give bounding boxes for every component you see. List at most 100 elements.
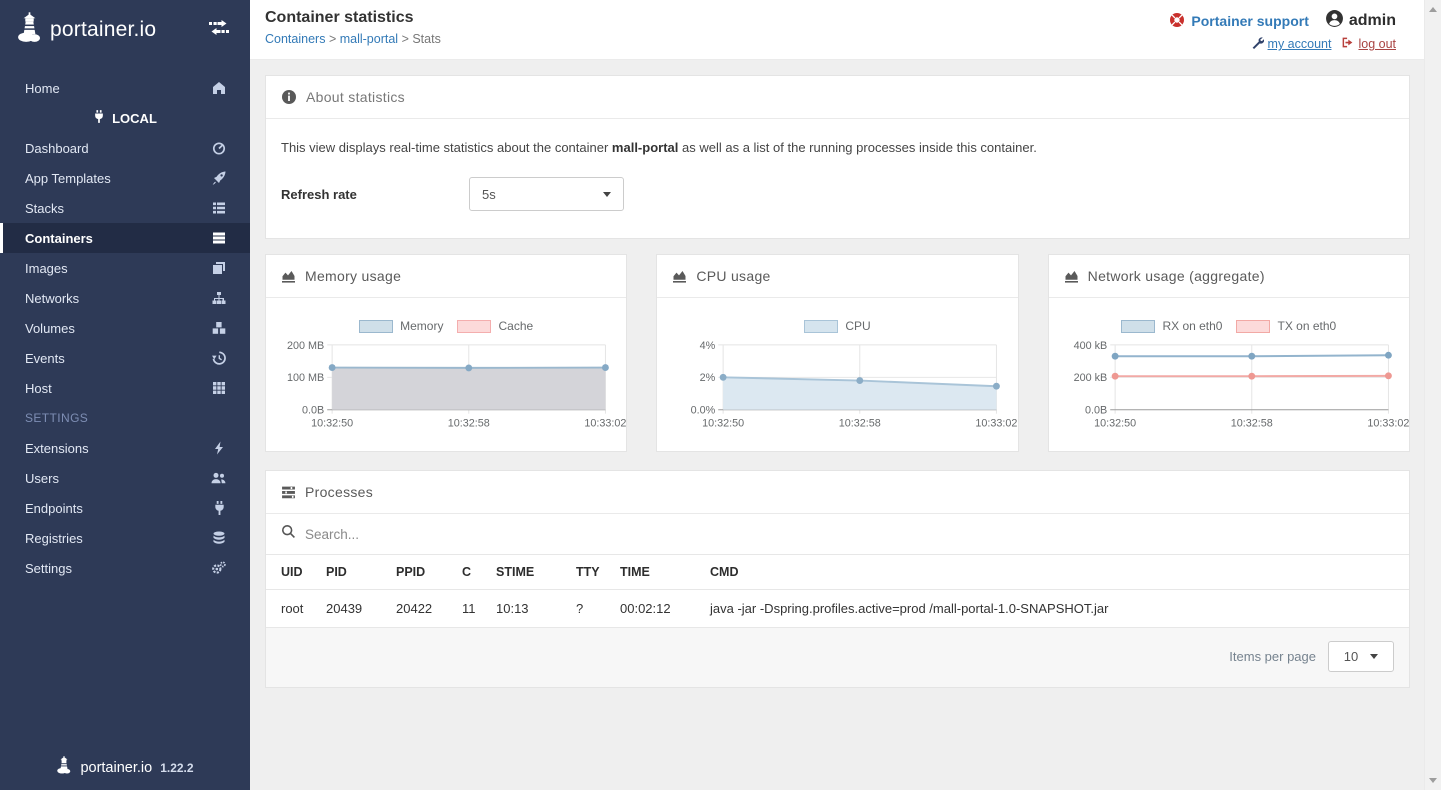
- sidebar-item-label: Host: [25, 380, 52, 396]
- breadcrumb-container-link[interactable]: mall-portal: [339, 32, 399, 46]
- sidebar-item-label: Home: [25, 80, 60, 96]
- svg-text:10:32:50: 10:32:50: [702, 417, 744, 429]
- about-description: This view displays real-time statistics …: [281, 140, 1037, 155]
- sidebar-item-label: Images: [25, 260, 68, 276]
- svg-text:10:32:58: 10:32:58: [839, 417, 881, 429]
- legend-item[interactable]: Cache: [457, 319, 533, 333]
- search-input[interactable]: [305, 526, 1394, 542]
- sidebar-item-images[interactable]: Images: [0, 253, 250, 283]
- sidebar-item-host[interactable]: Host: [0, 373, 250, 403]
- chart-area-icon: [672, 269, 687, 284]
- cell-stime: 10:13: [488, 589, 568, 629]
- breadcrumb-containers-link[interactable]: Containers: [265, 32, 326, 46]
- col-stime: STIME: [488, 554, 568, 591]
- sidebar-item-users[interactable]: Users: [0, 463, 250, 493]
- tachometer-icon: [212, 141, 226, 155]
- col-pid: PID: [318, 554, 388, 591]
- user-area: Portainer support admin my account log o…: [1169, 9, 1396, 59]
- charts-row: Memory usage Memory Cache 10:32:50 10:32:5…: [265, 254, 1410, 453]
- sidebar-item-label: Events: [25, 350, 65, 366]
- chart-area-icon: [281, 269, 296, 284]
- my-account-link[interactable]: my account: [1251, 36, 1332, 52]
- cell-time: 00:02:12: [612, 589, 702, 629]
- refresh-rate-value: 5s: [482, 186, 496, 202]
- network-chart-legend: RX on eth0 TX on eth0: [1064, 319, 1394, 333]
- sidebar-item-registries[interactable]: Registries: [0, 523, 250, 553]
- vertical-scrollbar[interactable]: [1424, 0, 1441, 790]
- portainer-support-link[interactable]: Portainer support: [1169, 12, 1309, 31]
- log-out-link[interactable]: log out: [1341, 36, 1396, 52]
- legend-item[interactable]: TX on eth0: [1236, 319, 1336, 333]
- cogs-icon: [211, 561, 226, 575]
- col-cmd: CMD: [702, 554, 1409, 591]
- scrollbar-up-arrow[interactable]: [1429, 7, 1437, 12]
- user-circle-icon: [1325, 9, 1344, 33]
- sidebar-caption-settings: SETTINGS: [25, 411, 89, 425]
- username: admin: [1348, 12, 1396, 29]
- lighthouse-logo-icon-small: [56, 755, 72, 780]
- legend-item[interactable]: Memory: [359, 319, 443, 333]
- sidebar-item-label: Endpoints: [25, 500, 83, 516]
- container-name: mall-portal: [611, 140, 679, 155]
- sidebar-item-extensions[interactable]: Extensions: [0, 433, 250, 463]
- lighthouse-logo-icon: [16, 11, 43, 49]
- table-footer: Items per page 10: [266, 628, 1409, 688]
- cell-uid: root: [266, 589, 318, 629]
- legend-label: Cache: [498, 319, 534, 333]
- sidebar-item-settings[interactable]: Settings: [0, 553, 250, 583]
- log-out-label: log out: [1358, 37, 1396, 51]
- sidebar-item-dashboard[interactable]: Dashboard: [0, 133, 250, 163]
- svg-text:0.0B: 0.0B: [302, 405, 324, 417]
- svg-text:0.0%: 0.0%: [691, 405, 716, 417]
- tasks-icon: [281, 485, 296, 500]
- sidebar-item-label: Users: [25, 470, 59, 486]
- footer-brand-text: portainer.io: [80, 759, 153, 776]
- page-title: Container statistics: [265, 9, 414, 26]
- about-panel-title: About statistics: [306, 89, 405, 105]
- user-menu[interactable]: admin: [1325, 9, 1396, 33]
- sidebar-item-containers[interactable]: Containers: [0, 223, 250, 253]
- sidebar-item-endpoints[interactable]: Endpoints: [0, 493, 250, 523]
- sidebar-toggle-button[interactable]: [208, 19, 230, 41]
- col-ppid: PPID: [388, 554, 454, 591]
- svg-text:10:32:50: 10:32:50: [1094, 417, 1136, 429]
- caret-down-icon: [603, 191, 611, 197]
- chart-area-icon: [1064, 269, 1079, 284]
- refresh-rate-select[interactable]: 5s: [469, 177, 624, 211]
- memory-usage-panel: Memory usage Memory Cache 10:32:50 10:32:5…: [265, 254, 628, 453]
- scrollbar-down-arrow[interactable]: [1429, 778, 1437, 783]
- endpoint-label: LOCAL: [112, 110, 157, 126]
- legend-label: RX on eth0: [1162, 319, 1223, 333]
- cell-ppid: 20422: [388, 589, 454, 629]
- sidebar-endpoint-local[interactable]: LOCAL: [0, 103, 250, 133]
- th-list-icon: [212, 201, 226, 215]
- info-circle-icon: [281, 89, 297, 105]
- legend-item[interactable]: RX on eth0: [1121, 319, 1222, 333]
- sidebar-item-label: Containers: [25, 230, 93, 246]
- col-time: TIME: [612, 554, 702, 591]
- search-icon: [281, 524, 296, 544]
- server-icon: [212, 231, 226, 245]
- legend-item[interactable]: CPU: [804, 319, 871, 333]
- processes-panel: Processes UID PID PPID C STIME TTY TIME: [265, 470, 1410, 689]
- items-per-page-select[interactable]: 10: [1328, 641, 1394, 673]
- sidebar-item-label: Extensions: [25, 440, 89, 456]
- cpu-chart-legend: CPU: [672, 319, 1002, 333]
- main-area: Container statistics Containers > mall-p…: [250, 0, 1424, 790]
- sidebar-item-stacks[interactable]: Stacks: [0, 193, 250, 223]
- sidebar-item-home[interactable]: Home: [0, 73, 250, 103]
- sidebar: portainer.io Home LOCAL Dashboard App Te…: [0, 0, 250, 790]
- sidebar-item-events[interactable]: Events: [0, 343, 250, 373]
- legend-swatch: [1121, 319, 1156, 333]
- bolt-icon: [212, 441, 226, 455]
- sidebar-item-networks[interactable]: Networks: [0, 283, 250, 313]
- cpu-usage-chart: 10:32:50 10:32:58 10:33:02 0.0% 2% 4%: [691, 340, 1018, 430]
- portainer-logo[interactable]: portainer.io: [0, 0, 250, 60]
- plug-icon: [93, 110, 105, 126]
- my-account-label: my account: [1267, 37, 1332, 51]
- cell-cmd: java -jar -Dspring.profiles.active=prod …: [702, 589, 1409, 629]
- col-tty: TTY: [568, 554, 612, 591]
- sidebar-item-app-templates[interactable]: App Templates: [0, 163, 250, 193]
- sidebar-item-volumes[interactable]: Volumes: [0, 313, 250, 343]
- sidebar-item-label: Dashboard: [25, 140, 89, 156]
